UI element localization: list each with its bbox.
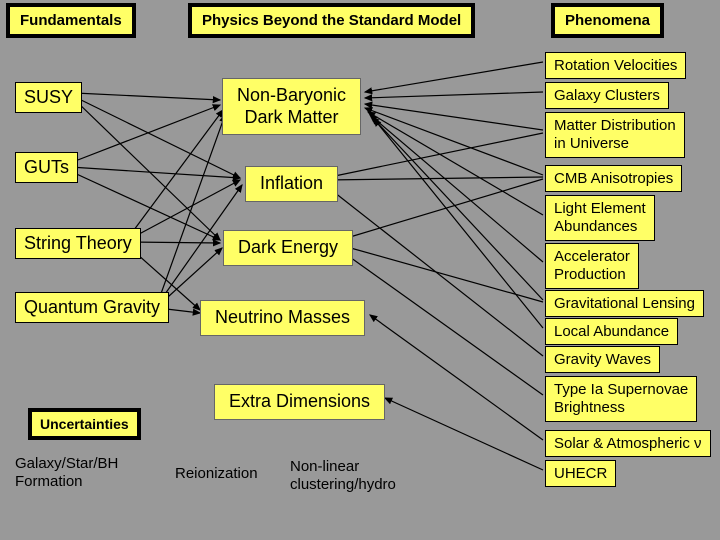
box-rotation-velocities: Rotation Velocities <box>545 52 686 79</box>
text-galaxy-formation: Galaxy/Star/BH Formation <box>15 455 118 491</box>
header-physics-beyond: Physics Beyond the Standard Model <box>188 3 475 38</box>
header-phenomena: Phenomena <box>551 3 664 38</box>
box-accelerator: Accelerator Production <box>545 243 639 289</box>
text-nonlinear: Non-linear clustering/hydro <box>290 458 396 494</box>
box-dark-energy: Dark Energy <box>223 230 353 266</box>
box-gravity-waves: Gravity Waves <box>545 346 660 373</box>
box-extra-dimensions: Extra Dimensions <box>214 384 385 420</box>
box-type-ia: Type Ia Supernovae Brightness <box>545 376 697 422</box>
box-guts: GUTs <box>15 152 78 183</box>
box-neutrino-masses: Neutrino Masses <box>200 300 365 336</box>
box-light-element: Light Element Abundances <box>545 195 655 241</box>
header-fundamentals: Fundamentals <box>6 3 136 38</box>
header-uncertainties: Uncertainties <box>28 408 141 440</box>
box-susy: SUSY <box>15 82 82 113</box>
box-solar-atmospheric: Solar & Atmospheric ν <box>545 430 711 457</box>
box-local-abundance: Local Abundance <box>545 318 678 345</box>
box-cmb-anisotropies: CMB Anisotropies <box>545 165 682 192</box>
box-matter-distribution: Matter Distribution in Universe <box>545 112 685 158</box>
box-non-baryonic-dark-matter: Non-Baryonic Dark Matter <box>222 78 361 135</box>
box-galaxy-clusters: Galaxy Clusters <box>545 82 669 109</box>
box-gravitational-lensing: Gravitational Lensing <box>545 290 704 317</box>
box-quantum-gravity: Quantum Gravity <box>15 292 169 323</box>
box-string-theory: String Theory <box>15 228 141 259</box>
box-inflation: Inflation <box>245 166 338 202</box>
text-reionization: Reionization <box>175 465 258 482</box>
box-uhecr: UHECR <box>545 460 616 487</box>
